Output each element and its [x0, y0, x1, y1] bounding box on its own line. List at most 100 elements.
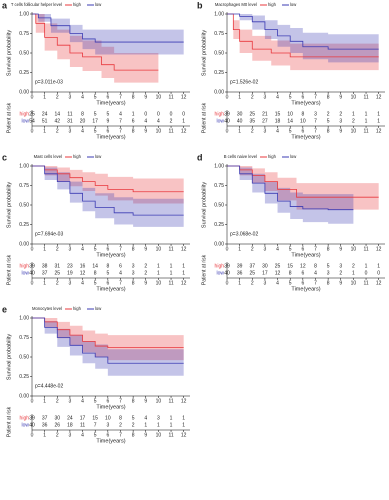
x-tick-label: 3: [264, 94, 267, 100]
x-tick-label: 6: [301, 246, 304, 252]
risk-x-tick-label: 2: [56, 128, 59, 134]
risk-count: 5: [327, 263, 330, 269]
risk-count: 30: [237, 111, 243, 117]
risk-x-axis-title: Time(years): [96, 134, 125, 140]
y-tick-label: 1.00: [19, 163, 29, 169]
legend-label: low: [290, 2, 297, 7]
risk-count: 37: [42, 415, 48, 421]
risk-x-tick-label: 6: [301, 280, 304, 286]
risk-count: 7: [94, 422, 97, 428]
x-tick-label: 12: [181, 398, 187, 404]
confidence-band: [32, 14, 184, 55]
risk-x-tick-label: 3: [69, 280, 72, 286]
risk-count: 27: [262, 118, 268, 124]
y-tick-label: 0.25: [214, 70, 224, 76]
risk-x-tick-label: 11: [363, 128, 368, 134]
risk-x-tick-label: 11: [168, 432, 173, 438]
risk-count: 8: [314, 263, 317, 269]
x-tick-label: 8: [327, 94, 330, 100]
panel-label: b: [197, 0, 203, 10]
risk-count: 8: [94, 270, 97, 276]
risk-count: 26: [54, 422, 60, 428]
x-tick-label: 12: [376, 94, 382, 100]
risk-x-tick-label: 5: [94, 128, 97, 134]
risk-x-tick-label: 1: [43, 128, 46, 134]
risk-count: 9: [106, 118, 109, 124]
risk-x-tick-label: 5: [289, 280, 292, 286]
x-tick-label: 9: [144, 398, 147, 404]
risk-x-tick-label: 3: [69, 128, 72, 134]
p-value: p=4.448e-02: [35, 383, 63, 389]
survival-curve: [32, 13, 184, 43]
risk-x-tick-label: 8: [132, 432, 135, 438]
x-tick-label: 2: [251, 94, 254, 100]
risk-count: 17: [92, 118, 98, 124]
risk-row-label: high: [20, 263, 30, 269]
x-tick-label: 5: [289, 246, 292, 252]
risk-count: 37: [42, 270, 48, 276]
x-axis-title: Time(years): [291, 252, 320, 258]
risk-count: 18: [67, 422, 73, 428]
risk-count: 5: [327, 118, 330, 124]
y-tick-label: 0.75: [214, 31, 224, 37]
risk-count: 3: [132, 263, 135, 269]
risk-count: 12: [275, 270, 281, 276]
risk-count: 3: [314, 111, 317, 117]
risk-count: 0: [157, 111, 160, 117]
risk-count: 23: [67, 263, 73, 269]
survival-curve: [227, 165, 354, 211]
risk-x-tick-label: 7: [314, 280, 317, 286]
legend-label: low: [95, 306, 102, 311]
risk-x-tick-label: 4: [81, 128, 84, 134]
x-tick-label: 7: [314, 94, 317, 100]
x-tick-label: 8: [132, 94, 135, 100]
risk-x-tick-label: 3: [264, 280, 267, 286]
x-tick-label: 7: [119, 94, 122, 100]
risk-x-axis-title: Time(years): [291, 134, 320, 140]
x-tick-label: 11: [363, 94, 368, 100]
x-tick-label: 10: [351, 94, 357, 100]
risk-x-tick-label: 9: [144, 128, 147, 134]
risk-count: 2: [352, 263, 355, 269]
risk-count: 8: [106, 263, 109, 269]
risk-count: 4: [144, 415, 147, 421]
survival-curve: [32, 165, 184, 216]
x-tick-label: 12: [181, 94, 187, 100]
x-tick-label: 2: [56, 398, 59, 404]
risk-x-tick-label: 10: [351, 280, 357, 286]
x-axis-title: Time(years): [96, 100, 125, 106]
risk-x-tick-label: 7: [119, 280, 122, 286]
risk-count: 39: [237, 263, 243, 269]
legend-title: T cells follicular helper level: [11, 2, 62, 7]
risk-x-tick-label: 9: [339, 280, 342, 286]
x-tick-label: 1: [43, 94, 46, 100]
y-axis-title: Survival probability: [6, 334, 12, 380]
x-tick-label: 11: [168, 94, 173, 100]
risk-count: 2: [144, 263, 147, 269]
risk-count: 0: [182, 111, 185, 117]
risk-x-tick-label: 12: [181, 280, 187, 286]
risk-x-tick-label: 7: [314, 128, 317, 134]
x-tick-label: 7: [314, 246, 317, 252]
x-tick-label: 0: [31, 246, 34, 252]
x-tick-label: 5: [94, 246, 97, 252]
risk-count: 1: [157, 422, 160, 428]
x-tick-label: 9: [339, 246, 342, 252]
y-tick-label: 0.75: [19, 183, 29, 189]
y-tick-label: 0.75: [19, 31, 29, 37]
risk-count: 38: [42, 263, 48, 269]
risk-count: 8: [289, 270, 292, 276]
risk-row-label: high: [20, 415, 30, 421]
risk-count: 1: [144, 422, 147, 428]
y-tick-label: 0.00: [214, 241, 224, 247]
risk-x-tick-label: 0: [226, 280, 229, 286]
x-tick-label: 0: [31, 398, 34, 404]
risk-count: 30: [262, 263, 268, 269]
risk-count: 5: [106, 111, 109, 117]
x-tick-label: 2: [56, 246, 59, 252]
risk-count: 17: [262, 270, 268, 276]
risk-count: 31: [54, 263, 60, 269]
x-axis-title: Time(years): [291, 100, 320, 106]
risk-count: 17: [80, 415, 86, 421]
risk-x-tick-label: 1: [238, 128, 241, 134]
